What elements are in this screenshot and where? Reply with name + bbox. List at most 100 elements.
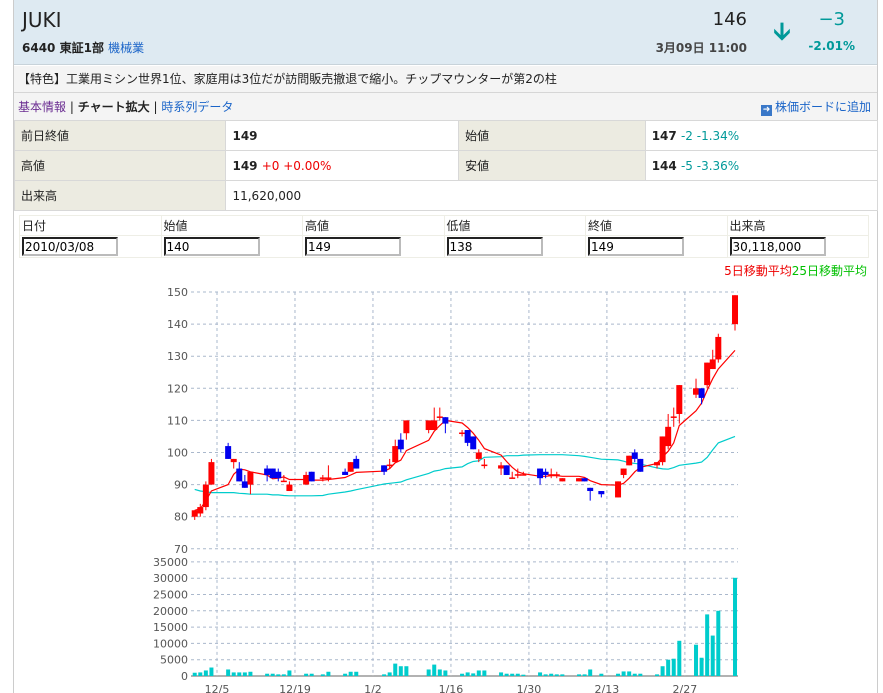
link-basic-info[interactable]: 基本情報 [18, 100, 67, 114]
volume-bar [432, 664, 437, 676]
candle-down [598, 491, 605, 495]
candle-up [431, 420, 438, 431]
candle-up [709, 359, 716, 370]
candle-up [498, 465, 505, 469]
candle-down [542, 471, 549, 475]
volume-bar [482, 670, 487, 676]
volume-bar [265, 673, 270, 676]
prev-close-value: 149 [225, 120, 460, 151]
candle-down [631, 452, 638, 459]
volume-bar [404, 666, 409, 676]
price-time: 3月09日 11:00 [655, 41, 747, 55]
volume-bar [638, 673, 643, 676]
volume-tick-label: 10000 [153, 637, 188, 650]
volume-bar [666, 659, 671, 676]
candle-up [208, 462, 215, 485]
volume-bar [354, 671, 359, 676]
ma25-line [194, 435, 736, 497]
volume-bar [248, 671, 253, 676]
form-input-row [19, 235, 869, 258]
arrow-down-icon: 🡫 [773, 16, 791, 45]
link-time-series[interactable]: 時系列データ [161, 100, 234, 114]
high-header: 高値 [302, 215, 445, 236]
add-to-board-label: 株価ボードに追加 [774, 100, 871, 114]
volume-bar [276, 674, 281, 676]
volume-bar [471, 673, 476, 676]
volume-bar [716, 610, 721, 676]
volume-tick-label: 5000 [160, 654, 188, 667]
price-change-percent: -2.01% [808, 39, 855, 53]
volume-bar [655, 674, 660, 676]
volume-bar [270, 673, 275, 676]
volume-bar [393, 663, 398, 676]
current-price: 146 [712, 9, 747, 30]
high-change: +0 +0.00% [261, 158, 332, 173]
stock-subinfo: 6440 東証1部 機械業 [22, 39, 144, 56]
price-tick-label: 100 [167, 447, 188, 460]
candle-up [715, 336, 722, 360]
volume-tick-label: 15000 [153, 621, 188, 634]
volume-tick-label: 35000 [153, 556, 188, 569]
x-tick-label: 2/27 [673, 683, 698, 693]
date-field[interactable] [22, 237, 118, 256]
volume-bar [582, 674, 587, 676]
candle-down [442, 417, 449, 424]
volume-bar [426, 669, 431, 676]
low-value: 144 [651, 158, 677, 173]
candle-down [241, 481, 248, 488]
candle-up [665, 426, 672, 447]
price-tick-label: 90 [174, 479, 188, 492]
nav-links: 基本情報 | チャート拡大 | 時系列データ ➜ 株価ボードに追加 [14, 93, 877, 120]
candle-down [264, 468, 271, 475]
open-field[interactable] [163, 237, 260, 256]
candle-up [659, 436, 666, 463]
legend-ma25: 25日移動平均 [791, 264, 867, 278]
volume-bar [443, 670, 448, 676]
volume-header: 出来高 [726, 215, 869, 236]
high-field[interactable] [305, 237, 401, 256]
volume-bar [231, 672, 236, 676]
volume-field[interactable] [729, 237, 826, 256]
ma5-line [194, 349, 736, 511]
x-tick-label: 1/30 [517, 683, 542, 693]
low-field[interactable] [446, 237, 543, 256]
volume-bar [382, 674, 387, 676]
separator: | [153, 100, 158, 114]
price-tick-label: 110 [167, 414, 188, 427]
candle-down [581, 478, 588, 482]
candle-up [620, 468, 627, 475]
volume-bar [549, 673, 554, 676]
industry-link[interactable]: 機械業 [108, 41, 145, 55]
candle-down [397, 439, 404, 450]
volume-bar [237, 672, 242, 676]
low-change: -5 -3.36% [680, 158, 740, 173]
volume-bar [510, 673, 515, 676]
volume-bar [694, 644, 699, 676]
candle-down [470, 436, 477, 450]
volume-label: 出来高 [13, 180, 227, 211]
high-cell: 149 +0 +0.00% [225, 150, 460, 181]
x-tick-label: 1/2 [364, 683, 382, 693]
volume-bar [554, 674, 559, 676]
volume-bar [538, 672, 543, 676]
volume-bar [242, 672, 247, 676]
price-tick-label: 130 [167, 350, 188, 363]
volume-bar [476, 670, 481, 676]
volume-bar [560, 674, 565, 676]
candle-down [381, 465, 388, 472]
prev-close-label: 前日終値 [13, 120, 227, 151]
volume-bar [343, 673, 348, 676]
volume-bar [699, 657, 704, 676]
close-field[interactable] [588, 237, 684, 256]
candle-down [587, 487, 594, 492]
x-tick-label: 12/5 [205, 683, 230, 693]
arrow-right-icon: ➜ [760, 105, 772, 116]
volume-bar [599, 673, 604, 676]
candle-up [475, 452, 482, 459]
volume-bar [460, 673, 465, 676]
volume-bar [203, 670, 208, 676]
add-to-board-button[interactable]: ➜ 株価ボードに追加 [760, 98, 871, 116]
volume-bar [304, 673, 309, 676]
volume-bar [521, 674, 526, 676]
